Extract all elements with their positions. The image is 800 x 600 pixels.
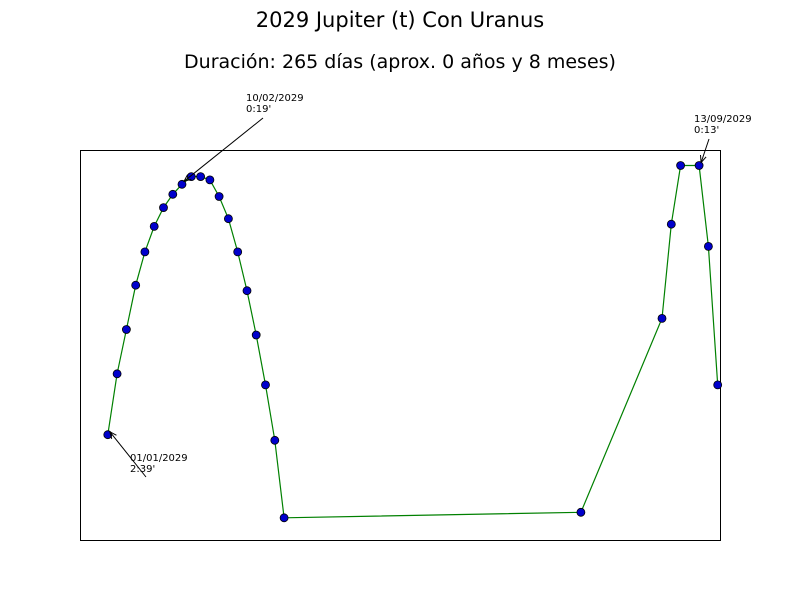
data-point <box>131 280 141 290</box>
data-point <box>196 172 206 182</box>
data-point <box>205 175 215 185</box>
data-point <box>666 219 676 229</box>
data-point <box>261 380 270 390</box>
data-point <box>122 325 131 334</box>
data-point <box>676 161 685 170</box>
data-point <box>704 241 713 251</box>
data-point <box>279 513 289 523</box>
data-point <box>214 192 224 201</box>
data-point <box>270 435 280 445</box>
annotation-value: 2:39' <box>130 464 155 475</box>
data-point <box>177 179 187 189</box>
annotation-date: 13/09/2029 <box>694 114 752 125</box>
annotation-date: 10/02/2029 <box>246 93 304 104</box>
data-point <box>149 221 159 231</box>
data-point <box>251 330 261 340</box>
chart-subtitle: Duración: 265 días (aprox. 0 años y 8 me… <box>184 51 616 73</box>
data-point <box>576 507 586 517</box>
annotation-arrow <box>701 138 710 163</box>
data-point <box>242 286 252 296</box>
data-point <box>103 430 113 440</box>
marker-layer <box>103 161 723 523</box>
axes-frame <box>80 150 721 541</box>
annotation-value: 0:19' <box>246 104 271 115</box>
series-layer <box>107 164 719 519</box>
data-point <box>168 189 178 199</box>
annotation-arrow <box>184 117 264 181</box>
data-point <box>159 203 168 213</box>
data-point <box>694 161 704 170</box>
data-point <box>112 369 122 379</box>
data-point <box>233 247 243 257</box>
annotation-date: 01/01/2029 <box>130 453 188 464</box>
annotation-value: 0:13' <box>694 125 719 136</box>
annotation-arrow <box>110 432 147 478</box>
data-point <box>140 247 150 257</box>
data-point <box>657 313 667 323</box>
data-point <box>223 214 233 224</box>
series-line <box>107 164 719 519</box>
chart-title: 2029 Jupiter (t) Con Uranus <box>255 8 545 32</box>
data-point <box>713 380 723 390</box>
